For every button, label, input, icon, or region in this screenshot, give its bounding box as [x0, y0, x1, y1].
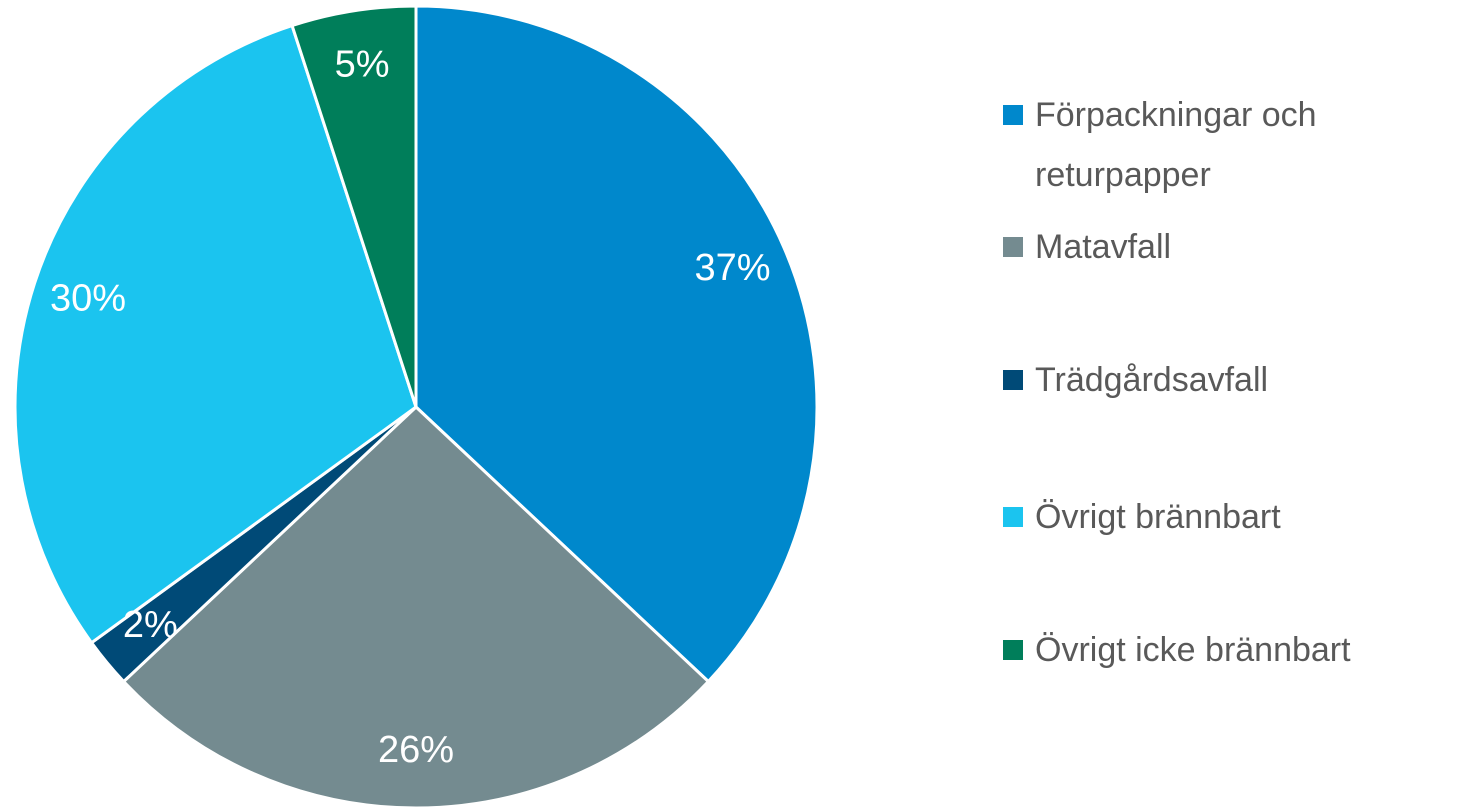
data-label: 5%: [335, 43, 390, 85]
legend-item: Övrigt icke brännbart: [1003, 620, 1463, 680]
legend-swatch: [1003, 370, 1023, 390]
pie-slice: [13, 23, 418, 645]
legend-label: Trädgårdsavfall: [1035, 361, 1269, 399]
legend-label: Övrigt brännbart: [1035, 498, 1281, 536]
legend-swatch: [1003, 640, 1023, 660]
data-label: 26%: [378, 729, 454, 771]
legend-label: Matavfall: [1035, 228, 1172, 266]
data-label: 2%: [123, 604, 178, 646]
legend-item: Övrigt brännbart: [1003, 487, 1463, 547]
legend-swatch: [1003, 237, 1023, 257]
data-label: 37%: [694, 247, 770, 289]
legend-swatch: [1003, 105, 1023, 125]
legend-label: Förpackningar och returpapper: [1035, 96, 1317, 194]
data-label: 30%: [50, 277, 126, 319]
pie-slice: [290, 4, 418, 408]
legend-item: Förpackningar och returpapper: [1003, 85, 1463, 205]
legend-item: Matavfall: [1003, 217, 1463, 277]
pie-slice: [414, 4, 819, 684]
pie-slice: [121, 404, 711, 809]
legend-label: Övrigt icke brännbart: [1035, 631, 1351, 669]
legend-item: Trädgårdsavfall: [1003, 350, 1463, 410]
legend-swatch: [1003, 507, 1023, 527]
